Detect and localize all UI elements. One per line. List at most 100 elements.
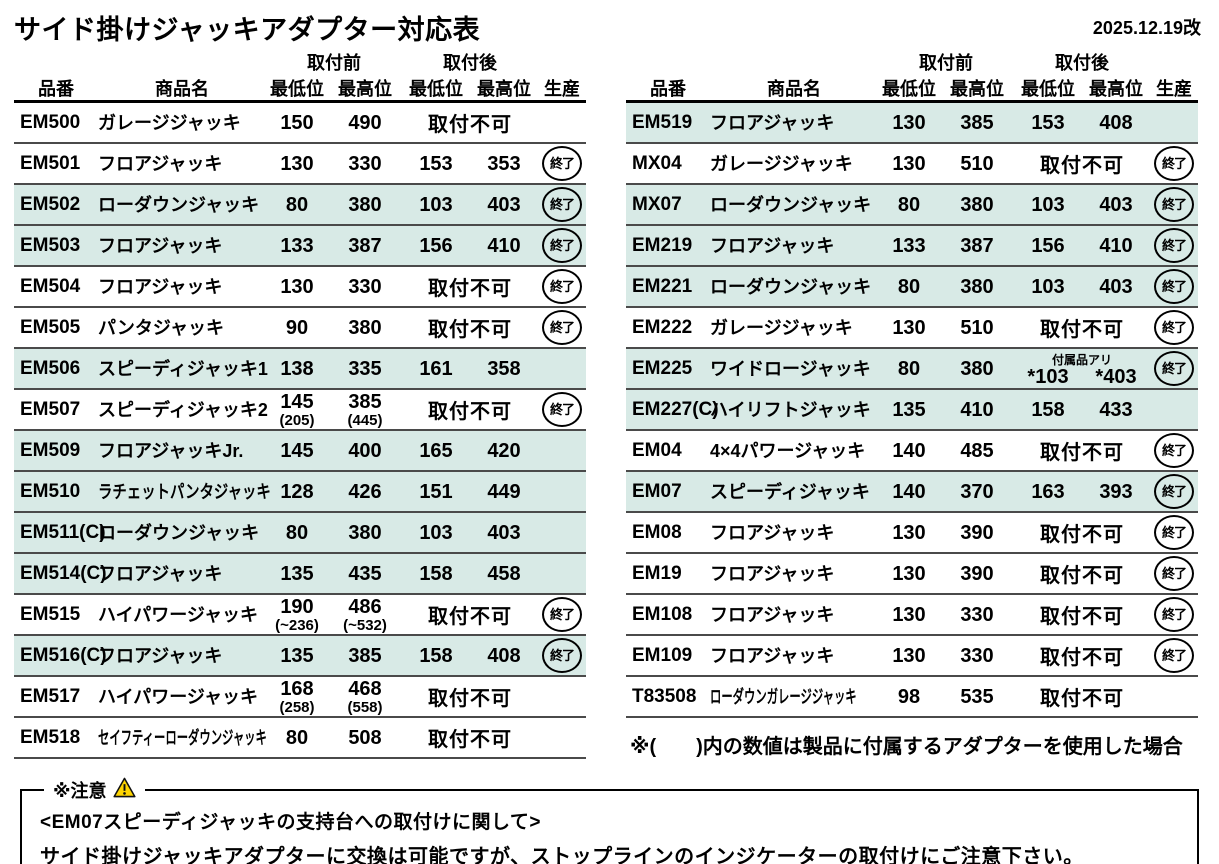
before-min-value: 90 — [285, 316, 309, 339]
production-status: 終了 — [538, 228, 586, 263]
table-row: EM506 スピーディジャッキ1 138 335 161 358 — [14, 349, 586, 390]
before-min-value-adapter-value: (205) — [279, 411, 315, 429]
header-after-max: 最高位 — [477, 79, 531, 100]
part-number: EM515 — [20, 604, 81, 625]
after-max-value: 420 — [487, 439, 521, 462]
before-min-value: 135 — [892, 398, 926, 421]
table-row: EM225 ワイドロージャッキ 80 380 付属品アリ *103 *403 終了 — [626, 349, 1198, 390]
after-values: 取付不可 — [1014, 595, 1150, 634]
after-values: 156 410 — [1014, 226, 1150, 265]
before-max-value: 380 — [960, 357, 994, 380]
before-max-value: 390 — [960, 521, 994, 544]
part-number: EM507 — [20, 399, 81, 420]
production-status: 終了 — [1150, 269, 1198, 304]
after-min-value: 163 — [1031, 480, 1065, 503]
part-number: EM510 — [20, 481, 81, 502]
right-table-body: EM519 フロアジャッキ 130 385 153 408 MX04 ガレージジャッキ 130 5… — [626, 103, 1198, 718]
after-max-value: 403 — [487, 193, 521, 216]
table-row: EM222 ガレージジャッキ 130 510 取付不可 終了 — [626, 308, 1198, 349]
not-installable-label: 取付不可 — [1040, 319, 1124, 341]
discontinued-badge: 終了 — [1154, 146, 1194, 181]
part-number: EM222 — [632, 317, 693, 338]
table-row: EM510 ラチェットパンタジャッキ 128 426 151 449 — [14, 472, 586, 513]
after-max-value: 449 — [487, 480, 521, 503]
before-max-value: 510 — [960, 316, 994, 339]
after-max-value: 358 — [487, 357, 521, 380]
before-max-value: 508 — [348, 726, 382, 749]
after-max-value: *403 — [1095, 365, 1137, 388]
after-values: 156 410 — [402, 226, 538, 265]
product-name: ローダウンジャッキ — [98, 522, 260, 543]
product-name: スピーディジャッキ — [710, 481, 870, 502]
discontinued-badge: 終了 — [542, 187, 582, 222]
header-production: 生産 — [1156, 79, 1192, 100]
after-values: 取付不可 — [1014, 513, 1150, 552]
after-min-value: 158 — [419, 644, 453, 667]
discontinued-badge: 終了 — [1154, 269, 1194, 304]
before-max-value: 380 — [960, 193, 994, 216]
before-max-value: 468 (558) — [328, 679, 402, 715]
header-before-min: 最低位 — [270, 79, 324, 100]
product-name: ハイパワージャッキ — [98, 604, 259, 625]
after-values: 取付不可 — [402, 103, 538, 142]
discontinued-badge: 終了 — [542, 392, 582, 427]
table-row: T83508 ローダウンガレージジャッキ 98 535 取付不可 — [626, 677, 1198, 718]
before-min-value: 130 — [892, 603, 926, 626]
after-values: 153 408 — [1014, 103, 1150, 142]
before-min-value: 135 — [280, 562, 314, 585]
production-status: 終了 — [1150, 556, 1198, 591]
part-number: EM108 — [632, 604, 693, 625]
before-min-value: 133 — [892, 234, 926, 257]
header-product-name: 商品名 — [155, 79, 209, 100]
table-row: EM504 フロアジャッキ 130 330 取付不可 終了 — [14, 267, 586, 308]
discontinued-badge: 終了 — [542, 597, 582, 632]
product-name: フロアジャッキ — [98, 153, 223, 174]
table-row: EM519 フロアジャッキ 130 385 153 408 — [626, 103, 1198, 144]
after-values: 取付不可 — [1014, 144, 1150, 183]
product-name: ローダウンジャッキ — [98, 194, 260, 215]
before-max-value: 330 — [348, 275, 382, 298]
before-max-value: 370 — [960, 480, 994, 503]
production-status: 終了 — [1150, 187, 1198, 222]
after-max-value: 410 — [1099, 234, 1133, 257]
after-values: 取付不可 — [402, 677, 538, 716]
after-values: 103 403 — [1014, 185, 1150, 224]
table-row: EM04 4×4パワージャッキ 140 485 取付不可 終了 — [626, 431, 1198, 472]
before-max-value-adapter-value: (~532) — [343, 616, 387, 634]
right-table-header: 品番 商品名 取付前 取付後 最低位 最高位 最低位 最高位 生産 — [626, 52, 1198, 103]
right-table: 品番 商品名 取付前 取付後 最低位 最高位 最低位 最高位 生産 EM519 フ… — [626, 52, 1198, 759]
product-name: ローダウンジャッキ — [710, 194, 872, 215]
discontinued-badge: 終了 — [1154, 515, 1194, 550]
header-after-install: 取付後 — [443, 53, 497, 74]
part-number: EM509 — [20, 440, 81, 461]
before-min-value-adapter-value: (258) — [279, 698, 315, 716]
part-number: MX07 — [632, 194, 682, 215]
discontinued-badge: 終了 — [542, 310, 582, 345]
before-max-value: 400 — [348, 439, 382, 462]
after-values: 取付不可 — [1014, 554, 1150, 593]
product-name: ワイドロージャッキ — [710, 358, 871, 379]
not-installable-label: 取付不可 — [428, 278, 512, 300]
production-status: 終了 — [1150, 597, 1198, 632]
before-min-value: 135 — [280, 644, 314, 667]
before-min-value: 130 — [892, 152, 926, 175]
production-status: 終了 — [538, 187, 586, 222]
part-number: EM503 — [20, 235, 81, 256]
discontinued-badge: 終了 — [1154, 638, 1194, 673]
production-status: 終了 — [538, 638, 586, 673]
header-before-install: 取付前 — [307, 53, 361, 74]
header-after-min: 最低位 — [1021, 79, 1075, 100]
not-installable-label: 取付不可 — [428, 606, 512, 628]
before-max-value: 426 — [348, 480, 382, 503]
production-status: 終了 — [1150, 310, 1198, 345]
caution-body: サイド掛けジャッキアダプターに交換は可能ですが、ストップラインのインジケーターの… — [40, 846, 1084, 864]
left-table: 品番 商品名 取付前 取付後 最低位 最高位 最低位 最高位 生産 EM500 ガ… — [14, 52, 586, 759]
before-max-value: 385 — [960, 111, 994, 134]
discontinued-badge: 終了 — [1154, 187, 1194, 222]
table-row: EM109 フロアジャッキ 130 330 取付不可 終了 — [626, 636, 1198, 677]
before-min-value: 145 (205) — [266, 392, 328, 428]
product-name: ガレージジャッキ — [98, 112, 241, 133]
after-max-value: 408 — [1099, 111, 1133, 134]
before-max-value: 410 — [960, 398, 994, 421]
production-status: 終了 — [538, 392, 586, 427]
